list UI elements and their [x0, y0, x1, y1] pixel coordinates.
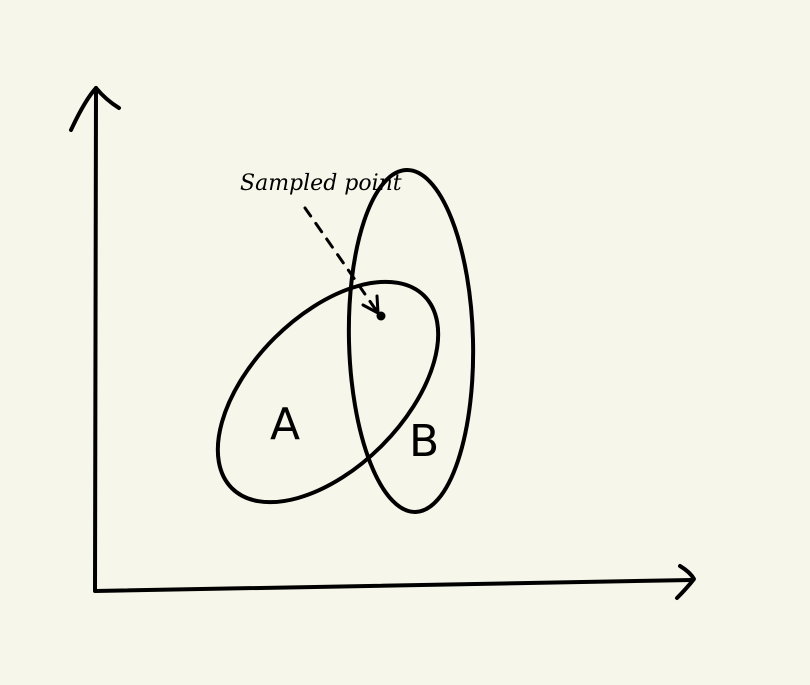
annotation-arrow-shaft: [303, 206, 380, 315]
set-a-ellipse: [215, 279, 441, 505]
y-axis-arrowhead: [69, 86, 121, 132]
y-axis-line: [93, 86, 98, 592]
set-a-label: A: [270, 399, 300, 450]
set-b-ellipse: [346, 168, 476, 514]
sampled-point-annotation: Sampled point: [240, 171, 402, 196]
set-b-label: B: [409, 416, 439, 467]
x-axis-line: [93, 578, 694, 593]
x-axis: [93, 564, 696, 600]
sampled-point-dot: [376, 311, 386, 321]
y-axis: [69, 86, 121, 592]
x-axis-arrowhead: [675, 564, 696, 600]
